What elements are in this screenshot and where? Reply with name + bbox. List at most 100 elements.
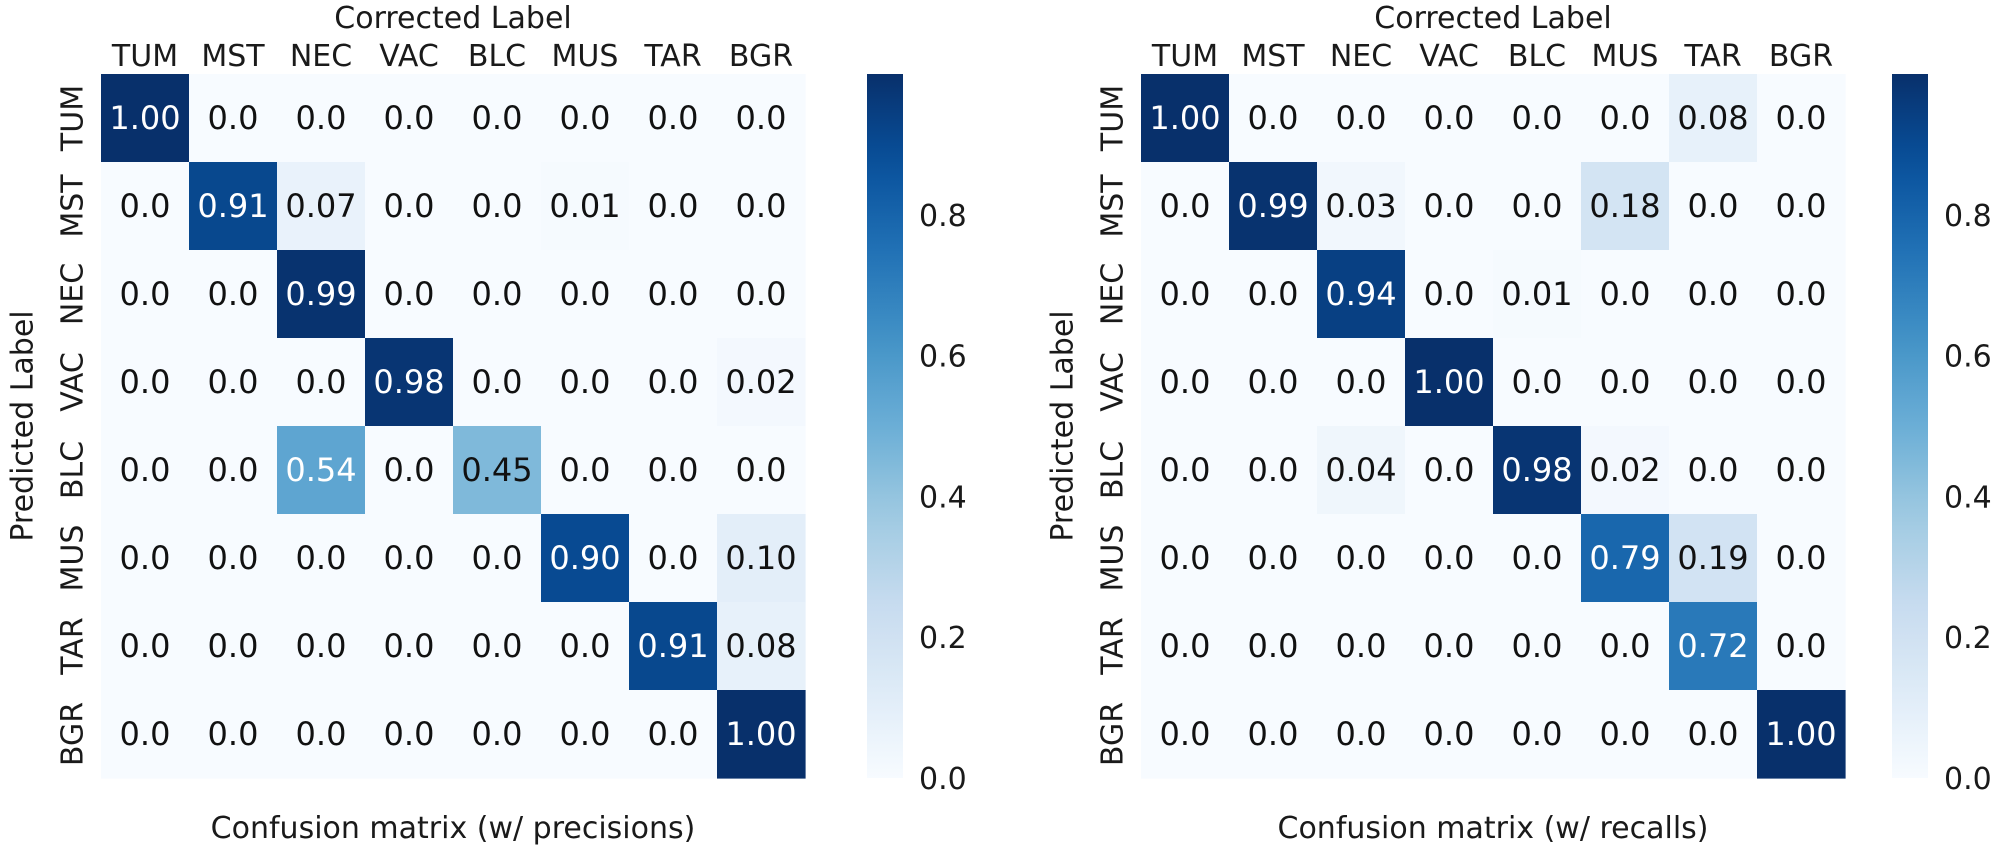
cell-value-label: 0.0	[1248, 539, 1299, 577]
heatmap-cell	[1141, 338, 1230, 427]
cell-value-label: 0.0	[560, 363, 611, 401]
x-tick-label: BGR	[729, 39, 793, 74]
heatmap-cell	[1669, 690, 1758, 779]
cell-value-label: 0.0	[1160, 715, 1211, 753]
cell-value-label: 0.0	[384, 187, 435, 225]
x-tick-label: MST	[1241, 39, 1305, 74]
heatmap-cell	[365, 74, 454, 163]
cell-value-label: 0.0	[384, 627, 435, 665]
heatmap-cell	[1229, 514, 1318, 603]
heatmap-cell	[1581, 514, 1670, 603]
cell-value-label: 0.0	[1424, 539, 1475, 577]
colorbar-tick-label: 0.2	[1944, 621, 1992, 656]
y-tick-label: BGR	[1096, 702, 1131, 766]
cell-value-label: 0.08	[1677, 99, 1748, 137]
heatmap-cell	[189, 602, 278, 691]
heatmap-cell	[189, 514, 278, 603]
colorbar-tick-label: 0.8	[919, 199, 967, 234]
cell-value-label: 0.0	[384, 451, 435, 489]
heatmap-cell	[1317, 74, 1406, 163]
cell-value-label: 0.0	[560, 627, 611, 665]
cell-value-label: 0.0	[736, 187, 787, 225]
cell-value-label: 0.0	[1424, 627, 1475, 665]
cell-value-label: 0.0	[1424, 715, 1475, 753]
cell-value-label: 0.98	[1501, 451, 1572, 489]
x-tick-label: MUS	[1592, 39, 1659, 74]
chart-title: Confusion matrix (w/ recalls)	[1278, 811, 1709, 846]
x-axis-title: Corrected Label	[1374, 1, 1611, 36]
heatmap-cell	[1757, 74, 1846, 163]
heatmap-cell	[1317, 602, 1406, 691]
cell-value-label: 0.0	[1248, 627, 1299, 665]
cell-value-label: 0.0	[1688, 187, 1739, 225]
heatmap-cell	[1405, 690, 1494, 779]
heatmap-cell	[365, 426, 454, 515]
cell-value-label: 0.04	[1325, 451, 1396, 489]
cell-value-label: 0.0	[1160, 627, 1211, 665]
heatmap-cell	[1229, 690, 1318, 779]
cell-value-label: 0.0	[296, 715, 347, 753]
heatmap-cell	[1757, 250, 1846, 339]
heatmap-cell	[717, 514, 806, 603]
cell-value-label: 0.0	[296, 363, 347, 401]
cell-value-label: 0.72	[1677, 627, 1748, 665]
heatmap-cell	[1229, 74, 1318, 163]
colorbar-tick-label: 0.6	[919, 340, 967, 375]
cell-value-label: 0.0	[208, 99, 259, 137]
cell-value-label: 0.0	[120, 715, 171, 753]
x-tick-label: BLC	[1508, 39, 1566, 74]
heatmap-cell	[277, 74, 366, 163]
cell-value-label: 0.0	[384, 275, 435, 313]
cell-value-label: 0.0	[1600, 275, 1651, 313]
heatmap-cell	[1669, 250, 1758, 339]
cell-value-label: 0.0	[1160, 451, 1211, 489]
cell-value-label: 0.0	[296, 539, 347, 577]
heatmap-cell	[1317, 426, 1406, 515]
cell-value-label: 0.99	[1237, 187, 1308, 225]
cell-value-label: 0.0	[1776, 539, 1827, 577]
heatmap-cell	[1581, 74, 1670, 163]
cell-value-label: 0.0	[1248, 715, 1299, 753]
heatmap-cell	[189, 250, 278, 339]
heatmap-cell	[1141, 74, 1230, 163]
heatmap-cell	[629, 690, 718, 779]
y-tick-label: NEC	[56, 263, 91, 325]
heatmap-cell	[453, 250, 542, 339]
cell-value-label: 0.0	[560, 99, 611, 137]
colorbar-tick-label: 0.4	[919, 480, 967, 515]
cell-value-label: 0.0	[208, 363, 259, 401]
cell-value-label: 0.0	[296, 99, 347, 137]
heatmap-cell	[1581, 162, 1670, 251]
y-tick-label: VAC	[1096, 352, 1131, 412]
cell-value-label: 0.0	[1512, 363, 1563, 401]
cell-value-label: 0.0	[472, 275, 523, 313]
cell-value-label: 0.0	[208, 275, 259, 313]
heatmap-cell	[1317, 690, 1406, 779]
colorbar-tick-label: 0.2	[919, 621, 967, 656]
colorbar-tick-label: 0.0	[919, 762, 967, 797]
cell-value-label: 0.0	[472, 99, 523, 137]
heatmap-cell	[629, 426, 718, 515]
cell-value-label: 0.0	[1160, 187, 1211, 225]
x-tick-label: MST	[201, 39, 265, 74]
y-axis-title: Predicted Label	[1046, 310, 1081, 541]
heatmap-cell	[629, 162, 718, 251]
cell-value-label: 1.00	[1149, 99, 1220, 137]
cell-value-label: 0.90	[549, 539, 620, 577]
x-tick-label: MUS	[552, 39, 619, 74]
x-tick-label: NEC	[1330, 39, 1392, 74]
colorbar-tick-label: 0.8	[1944, 199, 1992, 234]
cell-value-label: 0.0	[1336, 363, 1387, 401]
y-tick-label: MST	[1096, 174, 1131, 238]
cell-value-label: 0.0	[120, 363, 171, 401]
heatmap-cell	[453, 162, 542, 251]
cell-value-label: 0.0	[120, 627, 171, 665]
cell-value-label: 1.00	[1413, 363, 1484, 401]
heatmap-cell	[1141, 162, 1230, 251]
heatmap-cell	[1141, 514, 1230, 603]
heatmap-cell	[189, 426, 278, 515]
heatmap-cell	[277, 162, 366, 251]
heatmap-cell	[629, 250, 718, 339]
heatmap-cell	[1669, 338, 1758, 427]
heatmap-cell	[629, 74, 718, 163]
